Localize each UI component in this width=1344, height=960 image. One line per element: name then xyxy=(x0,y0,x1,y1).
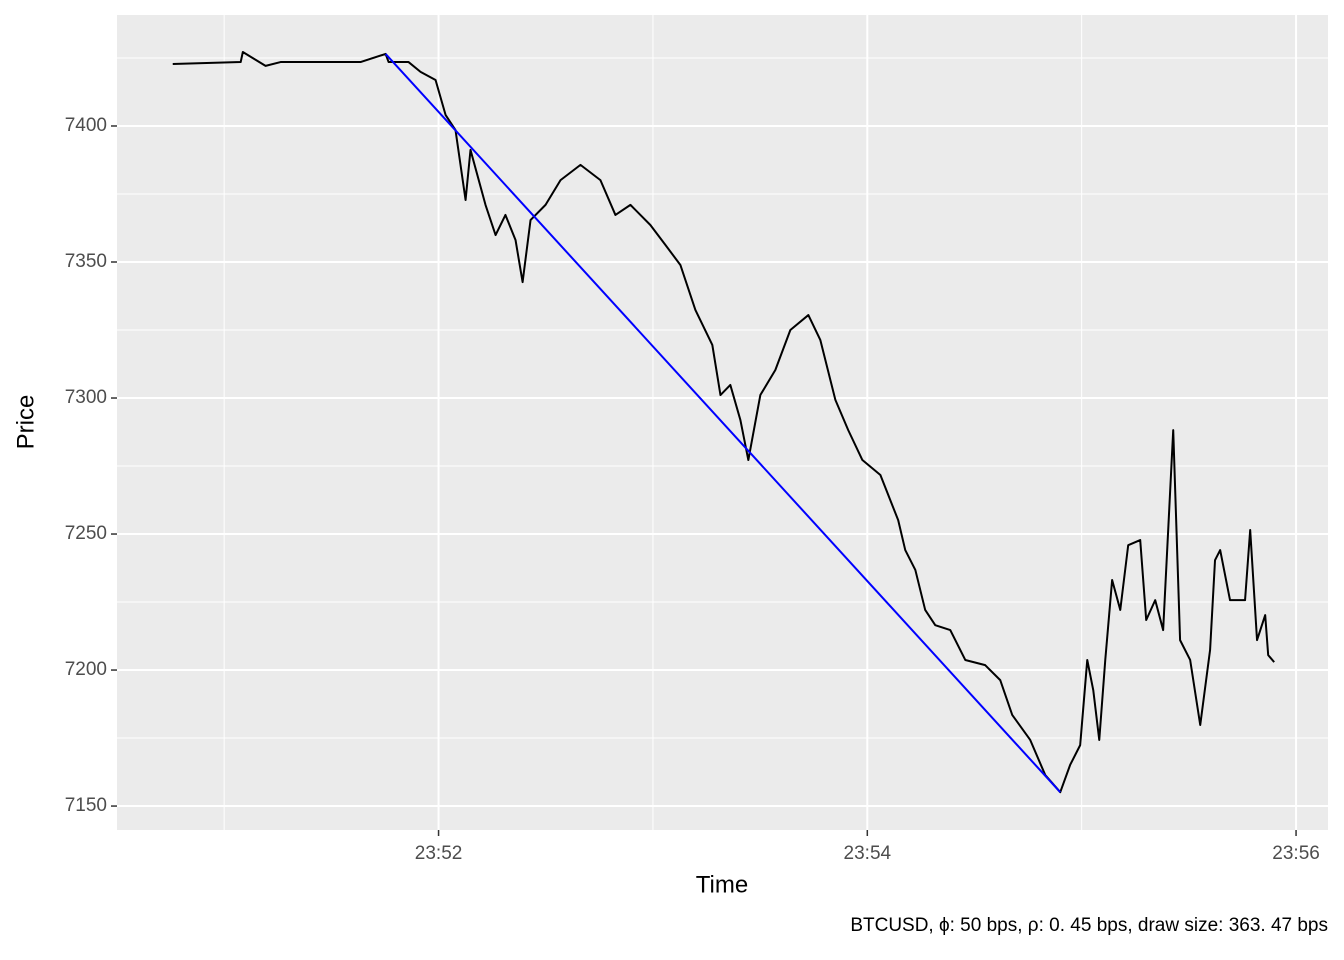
x-tick-label: 23:56 xyxy=(1272,843,1320,864)
y-tick-label: 7350 xyxy=(65,251,107,272)
x-axis-title: Time xyxy=(696,871,748,898)
y-axis-title: Price xyxy=(12,395,39,450)
price-line xyxy=(172,51,1275,794)
y-tick-label: 7250 xyxy=(65,523,107,544)
caption: BTCUSD, ϕ: 50 bps, ρ: 0. 45 bps, draw si… xyxy=(850,915,1328,936)
price-line xyxy=(384,53,1061,793)
y-tick-label: 7300 xyxy=(65,387,107,408)
x-tick-label: 23:54 xyxy=(844,843,892,864)
x-tick-label: 23:52 xyxy=(415,843,463,864)
y-tick-label: 7400 xyxy=(65,115,107,136)
y-tick-label: 7200 xyxy=(65,659,107,680)
y-tick-label: 7150 xyxy=(65,795,107,816)
